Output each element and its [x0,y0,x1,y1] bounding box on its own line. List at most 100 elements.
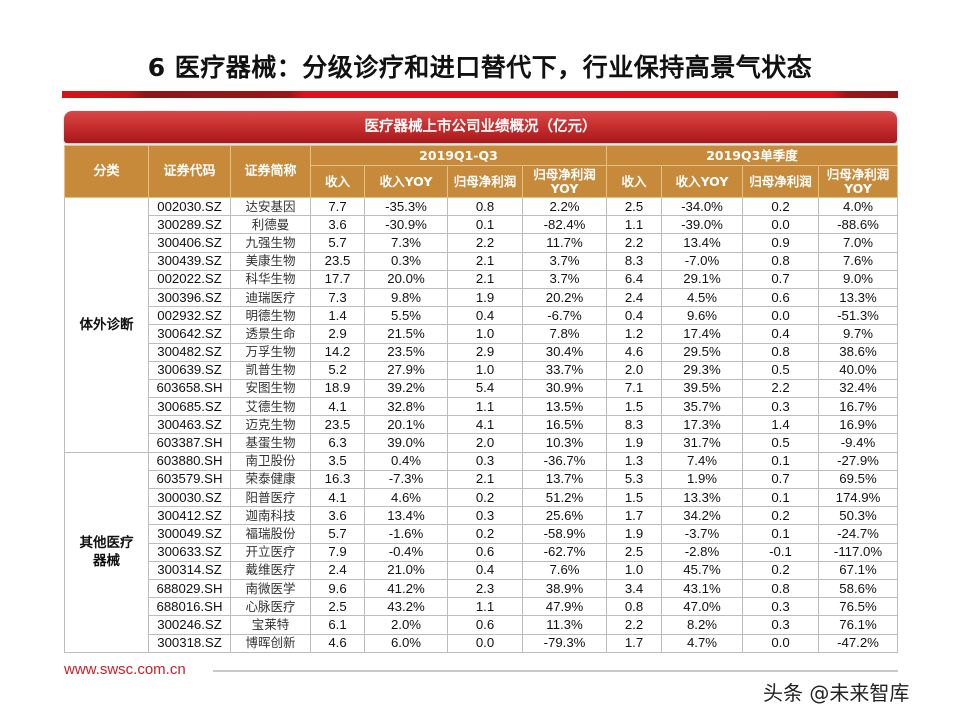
cell-code: 002022.SZ [148,269,231,289]
cell-q3-revenue: 8.3 [606,415,662,435]
table-row: 002022.SZ 科华生物 17.7 20.0% 2.1 3.7% 6.4 29.1% 0.7… [65,269,898,289]
cell-ytd-revenue-yoy: 23.5% [364,342,448,362]
cell-code: 300412.SZ [148,506,231,526]
cell-ytd-net-profit-yoy: 3.7% [522,269,607,289]
cell-q3-net-profit: 0.8 [742,251,819,271]
cell-ytd-revenue: 7.9 [310,542,365,562]
header-ytd-revenue-yoy: 收入YOY [364,165,448,198]
cell-q3-net-profit: 0.2 [742,196,819,217]
cell-ytd-net-profit: 2.9 [447,342,523,362]
cell-q3-revenue-yoy: -2.8% [661,542,743,562]
cell-name: 科华生物 [230,269,311,289]
cell-q3-net-profit: 0.9 [742,233,819,253]
cell-ytd-revenue-yoy: -7.3% [364,469,448,490]
cell-name: 九强生物 [230,233,311,253]
cell-ytd-revenue: 23.5 [310,251,365,271]
cell-ytd-revenue: 16.3 [310,469,365,490]
cell-q3-revenue: 0.4 [606,306,662,326]
table-row: 300289.SZ 利德曼 3.6 -30.9% 0.1 -82.4% 1.1 -39.0% 0… [65,215,898,235]
cell-ytd-revenue: 14.2 [310,342,365,362]
header-q3-net-profit-yoy: 归母净利润YOY [818,165,898,198]
table-row: 300314.SZ 戴维医疗 2.4 21.0% 0.4 7.6% 1.0 45.7% 0.2 6… [65,560,898,580]
cell-ytd-revenue-yoy: 13.4% [364,506,448,526]
cell-code: 300639.SZ [148,360,231,380]
cell-q3-net-profit-yoy: 32.4% [818,378,898,399]
cell-ytd-net-profit-yoy: 3.7% [522,251,607,271]
table-row: 603387.SH 基蛋生物 6.3 39.0% 2.0 10.3% 1.9 31.7% 0.5… [65,433,898,453]
cell-ytd-net-profit: 1.1 [447,597,523,617]
cell-q3-revenue: 2.2 [606,233,662,253]
cell-ytd-revenue: 9.6 [310,578,365,599]
cell-code: 300633.SZ [148,542,231,562]
cell-ytd-revenue-yoy: 21.0% [364,560,448,580]
cell-q3-net-profit-yoy: 174.9% [818,487,898,508]
cell-q3-net-profit: 0.4 [742,324,819,344]
cell-ytd-revenue-yoy: 39.2% [364,378,448,399]
table-row: 300030.SZ 阳普医疗 4.1 4.6% 0.2 51.2% 1.5 13.3% 0.1 1… [65,487,898,508]
table-row: 688016.SH 心脉医疗 2.5 43.2% 1.1 47.9% 0.8 47.0% 0.3… [65,597,898,617]
cell-q3-net-profit: 2.2 [742,378,819,399]
cell-ytd-net-profit: 0.0 [447,633,523,653]
cell-ytd-net-profit-yoy: 20.2% [522,287,607,308]
cell-q3-net-profit: 0.7 [742,469,819,490]
cell-q3-net-profit: 0.5 [742,433,819,453]
cell-ytd-revenue-yoy: 43.2% [364,597,448,617]
cell-q3-net-profit-yoy: -24.7% [818,524,898,544]
cell-ytd-net-profit-yoy: 11.7% [522,233,607,253]
cell-q3-revenue: 6.4 [606,269,662,289]
cell-name: 南卫股份 [230,451,311,471]
cell-q3-revenue-yoy: 29.5% [661,342,743,362]
cell-ytd-revenue-yoy: 7.3% [364,233,448,253]
cell-ytd-net-profit: 0.6 [447,542,523,562]
cell-q3-revenue-yoy: 39.5% [661,378,743,399]
header-period-q3: 2019Q3单季度 [606,145,898,166]
cell-name: 迪瑞医疗 [230,287,311,308]
cell-q3-net-profit-yoy: 67.1% [818,560,898,580]
table-row: 300406.SZ 九强生物 5.7 7.3% 2.2 11.7% 2.2 13.4% 0.9 7… [65,233,898,253]
cell-name: 开立医疗 [230,542,311,562]
cell-ytd-net-profit-yoy: 7.8% [522,324,607,344]
cell-ytd-net-profit-yoy: 30.4% [522,342,607,362]
cell-q3-revenue: 2.5 [606,196,662,217]
cell-q3-revenue-yoy: 29.3% [661,360,743,380]
cell-ytd-net-profit-yoy: 10.3% [522,433,607,453]
cell-ytd-net-profit: 2.2 [447,233,523,253]
watermark: 头条 @未来智库 [763,681,910,705]
cell-ytd-net-profit: 5.4 [447,378,523,399]
cell-name: 安图生物 [230,378,311,399]
cell-q3-net-profit: 0.6 [742,287,819,308]
cell-q3-revenue: 2.4 [606,287,662,308]
cell-ytd-revenue: 1.4 [310,306,365,326]
cell-ytd-revenue: 4.1 [310,397,365,417]
cell-ytd-revenue: 7.3 [310,287,365,308]
cell-q3-net-profit-yoy: 9.7% [818,324,898,344]
cell-ytd-net-profit: 1.9 [447,287,523,308]
cell-name: 戴维医疗 [230,560,311,580]
cell-q3-revenue: 4.6 [606,342,662,362]
cell-ytd-net-profit: 0.3 [447,451,523,471]
footer-url: www.swsc.com.cn [64,661,186,678]
performance-table: 分类 证券代码 证券简称 2019Q1-Q3 2019Q3单季度 收入 收入YO… [64,145,898,653]
cell-q3-revenue: 8.3 [606,251,662,271]
header-code: 证券代码 [148,145,231,198]
cell-q3-revenue-yoy: 47.0% [661,597,743,617]
cell-name: 美康生物 [230,251,311,271]
header-category: 分类 [64,145,149,198]
cell-ytd-revenue-yoy: -35.3% [364,196,448,217]
cell-ytd-net-profit-yoy: 7.6% [522,560,607,580]
cell-code: 002030.SZ [148,196,231,217]
table-row: 300439.SZ 美康生物 23.5 0.3% 2.1 3.7% 8.3 -7.0% 0.8 7… [65,251,898,271]
cell-ytd-revenue: 4.1 [310,487,365,508]
cell-q3-revenue: 0.8 [606,597,662,617]
cell-code: 603658.SH [148,378,231,399]
cell-q3-net-profit: 0.3 [742,597,819,617]
cell-q3-revenue-yoy: 13.3% [661,487,743,508]
cell-ytd-net-profit-yoy: 47.9% [522,597,607,617]
header-q3-revenue: 收入 [606,165,662,198]
cell-q3-net-profit: 0.2 [742,506,819,526]
cell-ytd-revenue-yoy: 5.5% [364,306,448,326]
cell-q3-revenue: 2.5 [606,542,662,562]
cell-q3-revenue: 3.4 [606,578,662,599]
cell-code: 688016.SH [148,597,231,617]
cell-ytd-net-profit-yoy: 16.5% [522,415,607,435]
